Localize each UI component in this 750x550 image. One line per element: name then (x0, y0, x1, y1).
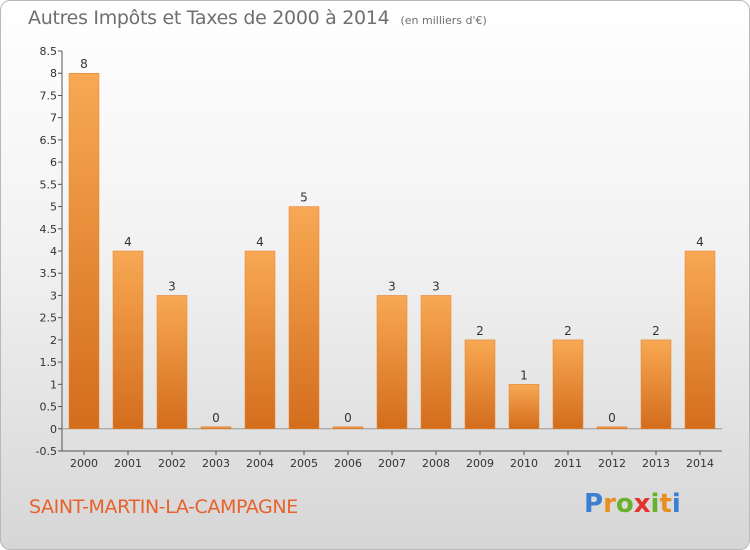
y-tick-label: 4.5 (40, 223, 58, 236)
data-label-2012: 0 (608, 411, 616, 425)
data-label-2011: 2 (564, 324, 572, 338)
bar-2001 (112, 250, 144, 430)
bar-2010 (508, 384, 540, 430)
x-tick-label-2003: 2003 (202, 457, 230, 470)
y-tick-label: -0.5 (36, 445, 57, 458)
x-tick-label-2014: 2014 (686, 457, 714, 470)
chart-title: Autres Impôts et Taxes de 2000 à 2014 (28, 7, 390, 29)
bar-2011 (552, 339, 584, 430)
data-label-2008: 3 (432, 279, 440, 293)
x-tick-label-2004: 2004 (246, 457, 274, 470)
x-tick-label-2011: 2011 (554, 457, 582, 470)
y-tick-label: 5 (50, 201, 57, 214)
y-tick-label: 0.5 (40, 401, 58, 414)
y-tick-label: 0 (50, 423, 57, 436)
proxiti-logo[interactable]: Proxiti (584, 489, 681, 519)
y-tick-label: 4 (50, 245, 57, 258)
data-label-2004: 4 (256, 235, 264, 249)
x-tick-label-2008: 2008 (422, 457, 450, 470)
x-tick-label-2006: 2006 (334, 457, 362, 470)
bar-2014 (684, 250, 716, 430)
bar-2008 (420, 295, 452, 430)
data-label-2007: 3 (388, 279, 396, 293)
y-tick-label: 1 (50, 378, 57, 391)
x-tick-label-2012: 2012 (598, 457, 626, 470)
y-tick-label: 3 (50, 289, 57, 302)
x-tick-label-2000: 2000 (70, 457, 98, 470)
y-tick-label: 2 (50, 334, 57, 347)
bar-2004 (244, 250, 276, 430)
bar-2007 (376, 295, 408, 430)
y-tick-label: 8 (50, 67, 57, 80)
bar-2000 (68, 72, 100, 430)
data-label-2013: 2 (652, 324, 660, 338)
y-tick-label: 7.5 (40, 89, 58, 102)
x-tick-label-2002: 2002 (158, 457, 186, 470)
bar-2009 (464, 339, 496, 430)
y-tick-label: 8.5 (40, 45, 58, 58)
x-tick-label-2009: 2009 (466, 457, 494, 470)
bar-2005 (288, 206, 320, 430)
x-tick-label-2013: 2013 (642, 457, 670, 470)
data-label-2001: 4 (124, 235, 132, 249)
x-tick-label-2010: 2010 (510, 457, 538, 470)
x-tick-label-2001: 2001 (114, 457, 142, 470)
y-tick-label: 6.5 (40, 134, 58, 147)
y-tick-label: 2.5 (40, 312, 58, 325)
bar-2012 (596, 426, 628, 430)
data-label-2014: 4 (696, 235, 704, 249)
y-tick-label: 7 (50, 112, 57, 125)
y-tick-label: 5.5 (40, 178, 58, 191)
y-tick-label: 3.5 (40, 267, 58, 280)
chart-title-row: Autres Impôts et Taxes de 2000 à 2014 (e… (28, 7, 487, 29)
chart-subtitle: (en milliers d'€) (400, 14, 487, 27)
bar-2002 (156, 295, 188, 430)
data-label-2005: 5 (300, 191, 308, 205)
x-tick-label-2005: 2005 (290, 457, 318, 470)
data-label-2002: 3 (168, 279, 176, 293)
data-label-2010: 1 (520, 368, 528, 382)
x-tick-label-2007: 2007 (378, 457, 406, 470)
data-label-2000: 8 (80, 57, 88, 71)
y-tick-label: 6 (50, 156, 57, 169)
data-label-2006: 0 (344, 411, 352, 425)
bar-2006 (332, 426, 364, 430)
y-tick-label: 1.5 (40, 356, 58, 369)
data-label-2009: 2 (476, 324, 484, 338)
data-label-2003: 0 (212, 411, 220, 425)
commune-name: SAINT-MARTIN-LA-CAMPAGNE (29, 496, 298, 518)
bar-2003 (200, 426, 232, 430)
bar-2013 (640, 339, 672, 430)
